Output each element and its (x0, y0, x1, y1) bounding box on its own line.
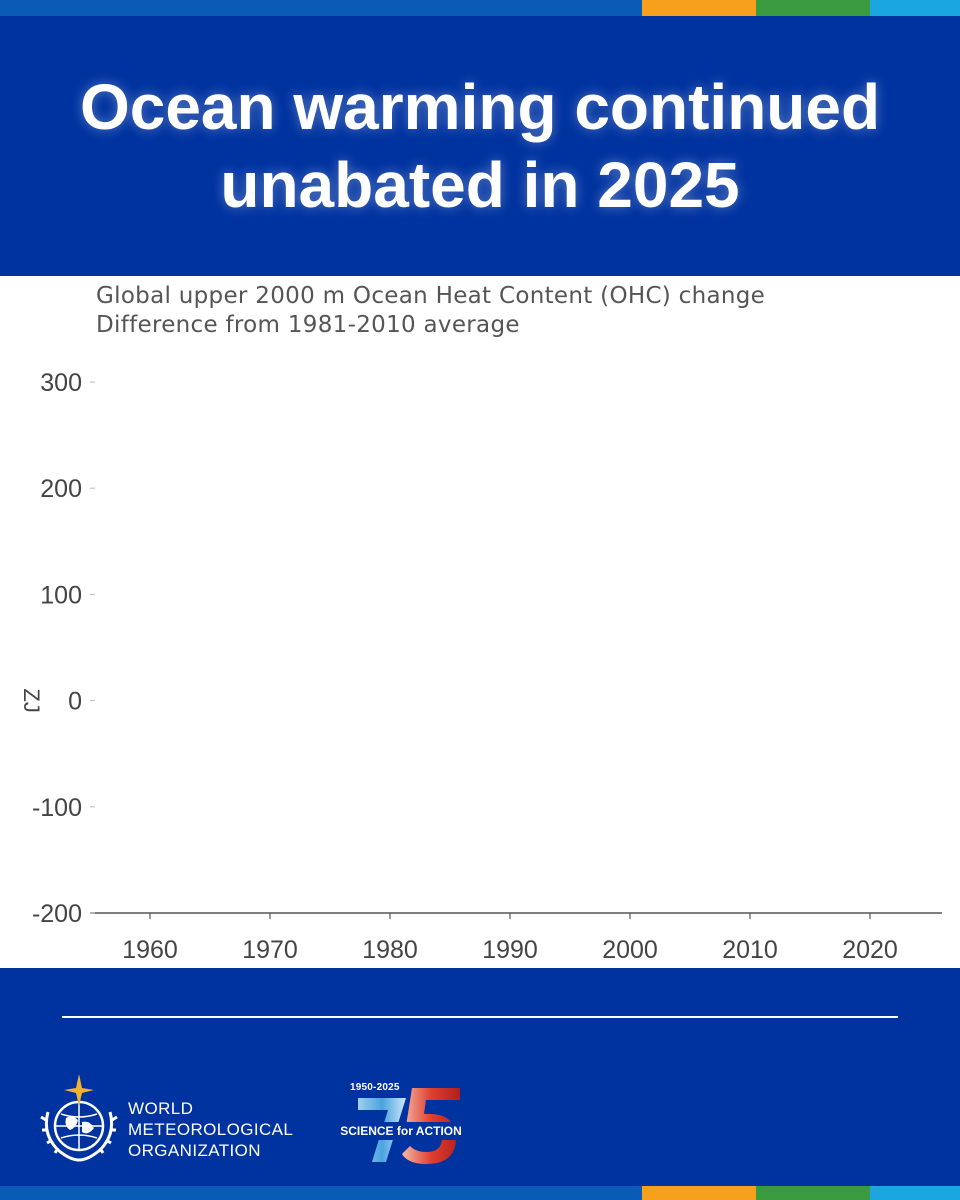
stripe-blue-bottom (0, 1186, 642, 1200)
x-tick-label: 1990 (482, 936, 538, 964)
footer: WORLD METEOROLOGICAL ORGANIZATION 1950-2… (0, 968, 960, 1186)
org-name-line-2: METEOROLOGICAL (128, 1120, 294, 1139)
stripe-cyan (870, 0, 960, 16)
org-name-line-3: ORGANIZATION (128, 1141, 261, 1160)
wmo-emblem-icon (40, 1074, 118, 1162)
wmo-organization-name: WORLD METEOROLOGICAL ORGANIZATION (128, 1098, 293, 1161)
chart-subtitle-line-1: Global upper 2000 m Ocean Heat Content (… (96, 283, 766, 309)
x-tick-label: 1980 (362, 936, 418, 964)
x-tick-label: 2010 (722, 936, 778, 964)
x-tick-label: 1970 (242, 936, 298, 964)
y-tick-label: 200 (40, 475, 82, 503)
top-color-stripe (0, 0, 960, 16)
footer-divider (62, 1016, 898, 1018)
header: Ocean warming continued unabated in 2025 (0, 16, 960, 276)
x-tick-label: 2020 (842, 936, 898, 964)
stripe-blue (0, 0, 642, 16)
anniversary-logo: 1950-2025 SCIENCE for ACTION (336, 1082, 470, 1164)
stripe-cyan-bottom (870, 1186, 960, 1200)
chart-subtitle-line-2: Difference from 1981-2010 average (96, 312, 520, 338)
chart-subtitle: Global upper 2000 m Ocean Heat Content (… (96, 282, 765, 340)
y-tick-label: -200 (32, 900, 82, 928)
x-tick-label: 1960 (122, 936, 178, 964)
ohc-chart: 300 200 100 0 -100 -200 1960 1970 1980 1990 2000 20… (19, 369, 942, 964)
anniversary-years: 1950-2025 (350, 1082, 400, 1093)
anniversary-tagline: SCIENCE for ACTION (336, 1122, 466, 1140)
y-tick-label: -100 (32, 794, 82, 822)
chart-panel: Global upper 2000 m Ocean Heat Content (… (0, 276, 960, 968)
org-name-line-1: WORLD (128, 1099, 194, 1118)
bottom-color-stripe (0, 1186, 960, 1200)
page-title: Ocean warming continued unabated in 2025 (30, 68, 930, 224)
stripe-green (756, 0, 870, 16)
y-tick-label: 100 (40, 581, 82, 609)
stripe-green-bottom (756, 1186, 870, 1200)
stripe-orange (642, 0, 756, 16)
x-tick-label: 2000 (602, 936, 658, 964)
y-tick-label: 0 (68, 688, 82, 716)
stripe-orange-bottom (642, 1186, 756, 1200)
title-line-2: unabated in 2025 (220, 149, 740, 221)
y-axis-label: ZJ (19, 688, 44, 712)
title-line-1: Ocean warming continued (79, 71, 881, 143)
y-tick-label: 300 (40, 369, 82, 397)
